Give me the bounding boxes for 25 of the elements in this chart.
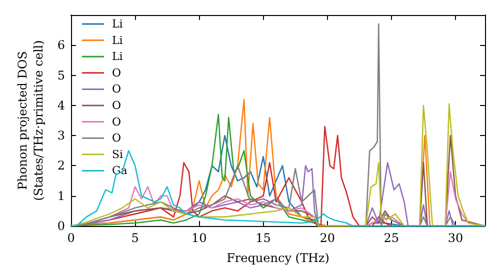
legend-label: Li [112,50,124,64]
x-tick-label: 5 [131,231,139,245]
y-tick-label: 5 [57,68,65,82]
y-axis-title: Phonon projected DOS (States/THz·primitive cell) [15,40,46,201]
x-tick-label: 20 [320,231,335,245]
legend-label: O [112,82,122,96]
legend-label: O [112,132,122,145]
legend-label: Li [112,18,124,30]
y-tick-label: 2 [57,158,65,173]
legend-label: O [112,66,122,80]
y-tick-label: 1 [57,188,65,203]
y-tick-label: 0 [57,219,65,233]
x-tick-label: 25 [384,231,400,245]
legend-label: Li [112,34,124,47]
x-tick-label: 30 [448,231,464,245]
legend-label: O [112,99,122,112]
x-axis-title: Frequency (THz) [226,251,330,265]
x-tick-label: 15 [256,231,271,245]
legend-label: Si [112,148,124,161]
x-tick-label: 10 [192,231,207,245]
legend-label: O [112,115,122,128]
y-tick-label: 6 [57,38,65,52]
y-tick-label: 4 [57,98,66,112]
y-tick-label: 3 [57,128,65,143]
x-tick-label: 0 [67,231,75,245]
